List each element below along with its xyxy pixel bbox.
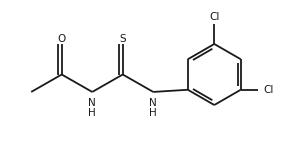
Text: Cl: Cl xyxy=(209,12,220,22)
Text: H: H xyxy=(88,108,96,118)
Text: N: N xyxy=(88,98,96,108)
Text: O: O xyxy=(58,34,66,44)
Text: N: N xyxy=(150,98,157,108)
Text: H: H xyxy=(150,108,157,118)
Text: Cl: Cl xyxy=(263,85,274,95)
Text: S: S xyxy=(119,34,126,44)
